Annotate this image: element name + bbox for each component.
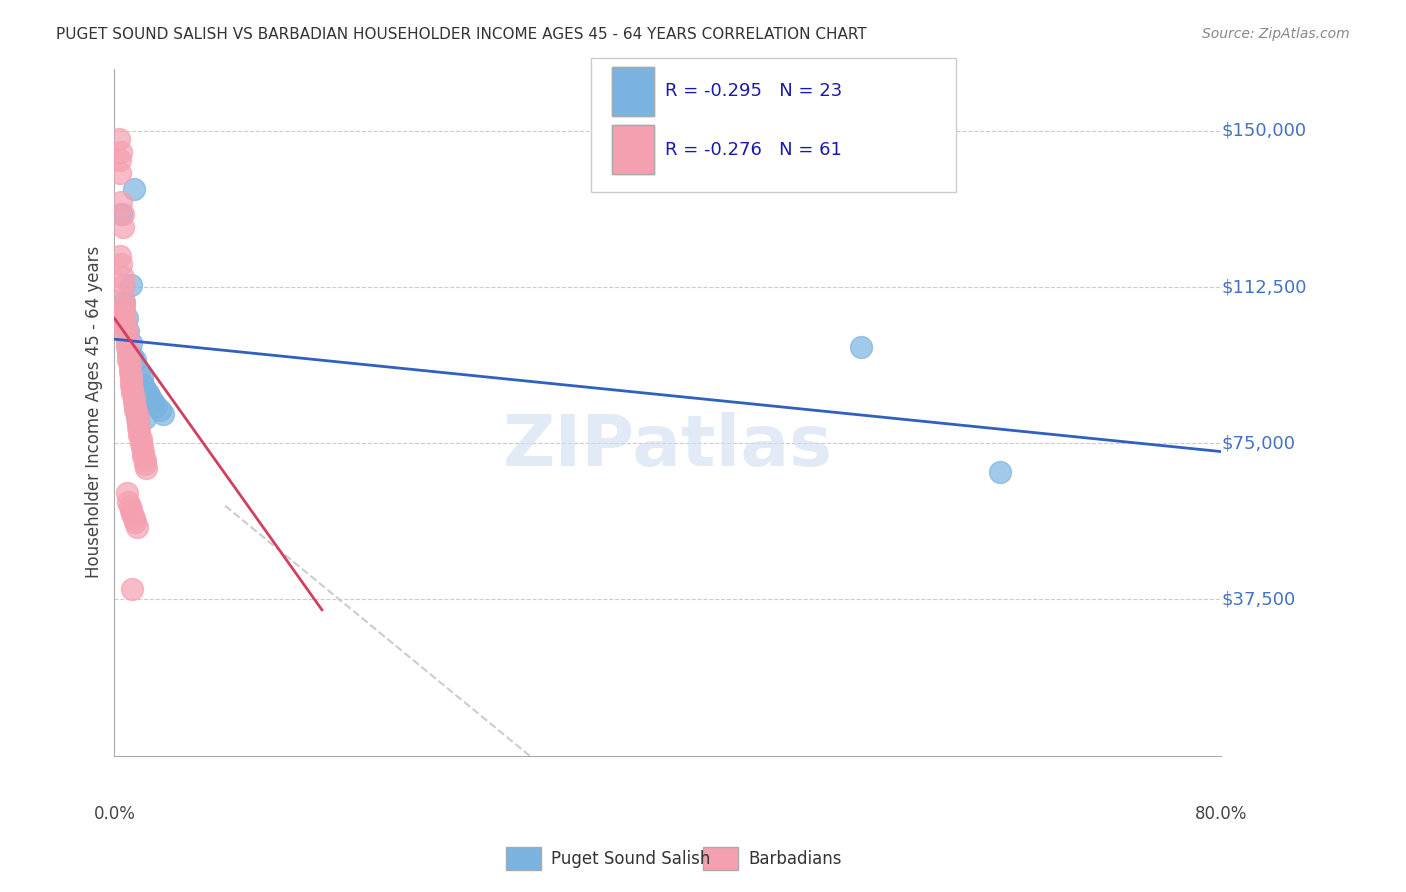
Point	[111, 207, 134, 221]
Point	[125, 411, 148, 425]
Text: R = -0.276   N = 61: R = -0.276 N = 61	[665, 141, 842, 159]
Point	[111, 219, 134, 234]
Point	[134, 457, 156, 471]
Point	[112, 294, 135, 309]
Point	[131, 369, 153, 384]
Text: Source: ZipAtlas.com: Source: ZipAtlas.com	[1202, 27, 1350, 41]
Point	[117, 494, 139, 508]
Point	[115, 336, 138, 351]
Point	[111, 291, 134, 305]
Point	[112, 307, 135, 321]
Point	[118, 499, 141, 513]
Point	[851, 341, 873, 355]
Point	[125, 519, 148, 533]
Point	[110, 145, 132, 159]
Point	[127, 419, 149, 434]
Point	[107, 132, 129, 146]
Point	[145, 399, 167, 413]
Text: Puget Sound Salish: Puget Sound Salish	[551, 850, 710, 868]
Text: Barbadians: Barbadians	[748, 850, 842, 868]
Point	[120, 369, 142, 384]
Point	[118, 357, 141, 371]
Point	[127, 416, 149, 430]
Point	[112, 311, 135, 326]
Point	[115, 341, 138, 355]
Point	[125, 407, 148, 421]
Point	[108, 249, 131, 263]
Point	[120, 378, 142, 392]
Point	[115, 328, 138, 343]
Point	[120, 278, 142, 293]
Point	[135, 461, 157, 475]
Point	[112, 303, 135, 318]
Point	[128, 424, 150, 438]
Point	[124, 353, 146, 368]
Point	[121, 349, 143, 363]
Point	[121, 382, 143, 396]
Point	[132, 449, 155, 463]
Point	[120, 374, 142, 388]
Point	[117, 349, 139, 363]
Text: $112,500: $112,500	[1222, 278, 1306, 296]
Point	[134, 382, 156, 396]
Point	[136, 386, 159, 401]
Point	[124, 399, 146, 413]
Point	[121, 582, 143, 596]
Point	[115, 332, 138, 346]
Point	[139, 391, 162, 405]
Point	[111, 269, 134, 284]
Point	[128, 366, 150, 380]
Point	[120, 503, 142, 517]
Point	[134, 411, 156, 425]
Point	[115, 486, 138, 500]
Point	[127, 416, 149, 430]
Point	[118, 366, 141, 380]
Point	[121, 507, 143, 521]
Point	[120, 336, 142, 351]
Point	[117, 353, 139, 368]
Point	[117, 344, 139, 359]
Text: R = -0.295   N = 23: R = -0.295 N = 23	[665, 82, 842, 100]
Text: PUGET SOUND SALISH VS BARBADIAN HOUSEHOLDER INCOME AGES 45 - 64 YEARS CORRELATIO: PUGET SOUND SALISH VS BARBADIAN HOUSEHOL…	[56, 27, 868, 42]
Point	[132, 444, 155, 458]
Point	[114, 319, 136, 334]
Point	[108, 166, 131, 180]
Point	[115, 311, 138, 326]
Point	[118, 361, 141, 376]
Point	[142, 394, 165, 409]
Point	[122, 182, 145, 196]
Text: $75,000: $75,000	[1222, 434, 1295, 452]
Point	[124, 516, 146, 530]
Point	[134, 453, 156, 467]
Point	[114, 324, 136, 338]
Point	[122, 391, 145, 405]
Point	[124, 403, 146, 417]
Point	[128, 428, 150, 442]
Point	[108, 153, 131, 168]
Point	[129, 432, 152, 446]
Point	[110, 207, 132, 221]
Text: 80.0%: 80.0%	[1195, 805, 1247, 823]
Point	[988, 466, 1011, 480]
Point	[114, 316, 136, 330]
Point	[129, 436, 152, 450]
Point	[112, 278, 135, 293]
Point	[110, 257, 132, 271]
Point	[110, 194, 132, 209]
Y-axis label: Householder Income Ages 45 - 64 years: Householder Income Ages 45 - 64 years	[86, 246, 103, 578]
Point	[112, 299, 135, 313]
Point	[122, 394, 145, 409]
Point	[152, 407, 174, 421]
Point	[121, 386, 143, 401]
Point	[117, 324, 139, 338]
Point	[131, 441, 153, 455]
Text: 0.0%: 0.0%	[93, 805, 135, 823]
Text: $37,500: $37,500	[1222, 591, 1295, 608]
Point	[149, 403, 172, 417]
Point	[132, 378, 155, 392]
Text: $150,000: $150,000	[1222, 122, 1306, 140]
Point	[122, 511, 145, 525]
Text: ZIPatlas: ZIPatlas	[503, 412, 832, 481]
